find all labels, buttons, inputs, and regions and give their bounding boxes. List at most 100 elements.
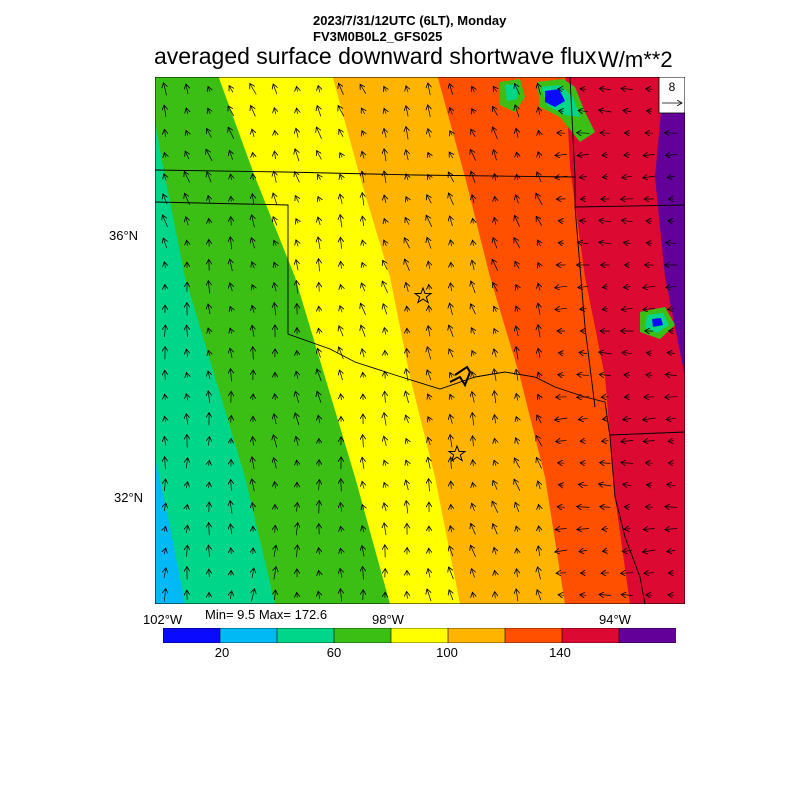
wind-vector bbox=[340, 503, 341, 512]
wind-vector bbox=[665, 529, 678, 530]
wind-vector bbox=[163, 238, 166, 249]
wind-vector bbox=[622, 176, 633, 177]
wind-vector bbox=[668, 595, 675, 596]
wind-vector bbox=[449, 84, 452, 95]
wind-vector bbox=[297, 351, 298, 356]
wind-vector bbox=[187, 545, 188, 557]
wind-vector bbox=[600, 133, 611, 134]
wind-vector bbox=[208, 545, 209, 557]
wind-vector bbox=[382, 281, 389, 294]
wind-vector bbox=[339, 83, 344, 95]
wind-vector bbox=[450, 108, 453, 115]
wind-vector bbox=[449, 193, 454, 206]
wind-vector bbox=[317, 369, 322, 382]
units-label: W/m**2 bbox=[598, 47, 673, 72]
wind-vector bbox=[229, 86, 233, 93]
wind-vector bbox=[385, 391, 386, 403]
wind-vector bbox=[318, 174, 321, 179]
wind-vector bbox=[665, 154, 677, 155]
wind-vector bbox=[252, 194, 253, 205]
wind-vector bbox=[494, 306, 497, 311]
wind-vector bbox=[274, 482, 275, 489]
wind-vector bbox=[451, 262, 452, 267]
lon-label-102w: 102°W bbox=[143, 612, 183, 627]
wind-vector bbox=[449, 325, 454, 338]
wind-vector bbox=[515, 84, 520, 95]
wind-vector bbox=[318, 415, 320, 423]
wind-vector bbox=[578, 242, 589, 244]
colorbar-tick-20: 20 bbox=[214, 645, 230, 660]
wind-vector bbox=[165, 416, 166, 422]
wind-vector bbox=[471, 171, 476, 183]
wind-vector bbox=[295, 172, 300, 183]
wind-vector bbox=[450, 216, 453, 227]
wind-vector bbox=[493, 283, 498, 292]
wind-vector bbox=[428, 153, 430, 158]
wind-vector bbox=[450, 303, 453, 315]
wind-vector bbox=[516, 285, 518, 290]
wind-vector bbox=[493, 106, 498, 116]
wind-vector bbox=[165, 325, 166, 338]
wind-vector bbox=[318, 328, 319, 334]
wind-vector bbox=[579, 550, 588, 551]
wind-vector bbox=[580, 221, 587, 222]
wind-vector bbox=[516, 438, 519, 445]
wind-vector bbox=[362, 481, 364, 489]
lat-label-32n: 32°N bbox=[114, 490, 144, 505]
wind-vector bbox=[384, 460, 386, 466]
wind-vector bbox=[558, 375, 565, 376]
wind-vector bbox=[340, 194, 342, 204]
wind-vector bbox=[252, 285, 254, 290]
wind-vector bbox=[275, 590, 276, 601]
wind-vector bbox=[665, 374, 677, 375]
wind-vector bbox=[538, 348, 540, 358]
wind-vector bbox=[538, 481, 541, 490]
wind-vector bbox=[493, 86, 496, 91]
wind-vector bbox=[449, 590, 453, 601]
wind-vector bbox=[209, 482, 210, 488]
wind-vector bbox=[360, 303, 366, 315]
wind-vector bbox=[536, 193, 543, 205]
wind-vector bbox=[384, 503, 386, 512]
wind-vector bbox=[274, 108, 275, 115]
wind-vector bbox=[362, 216, 363, 226]
wind-vector bbox=[621, 220, 633, 221]
wind-vector bbox=[296, 219, 298, 224]
wind-vector bbox=[319, 501, 320, 514]
wind-vector bbox=[231, 217, 232, 226]
wind-vector bbox=[429, 548, 430, 554]
wind-vector bbox=[384, 483, 386, 488]
wind-vector bbox=[318, 348, 321, 358]
wind-vector bbox=[646, 221, 652, 222]
wind-vector bbox=[274, 414, 276, 425]
wind-vector bbox=[668, 441, 674, 442]
wind-vector bbox=[274, 151, 275, 159]
wind-vector bbox=[643, 441, 655, 442]
wind-vector bbox=[296, 128, 298, 138]
wind-vector bbox=[599, 110, 612, 112]
wind-vector bbox=[230, 283, 233, 292]
wind-vector bbox=[516, 589, 518, 602]
wind-vector bbox=[470, 149, 477, 161]
wind-vector bbox=[407, 306, 408, 312]
wind-vector bbox=[646, 89, 653, 90]
wind-vector bbox=[295, 196, 298, 203]
wind-vector bbox=[362, 151, 364, 159]
wind-vector bbox=[495, 592, 496, 599]
wind-vector bbox=[252, 215, 255, 228]
wind-vector bbox=[316, 127, 322, 140]
wind-vector bbox=[428, 394, 431, 401]
wind-vector bbox=[471, 304, 476, 315]
wind-vector bbox=[450, 414, 453, 424]
wind-vector bbox=[165, 479, 166, 492]
wind-vector bbox=[361, 283, 364, 292]
wind-vector bbox=[427, 347, 430, 360]
wind-vector bbox=[471, 129, 475, 137]
wind-vector bbox=[646, 375, 653, 376]
wind-vector bbox=[406, 460, 408, 467]
wind-vector bbox=[428, 129, 431, 138]
wind-vector bbox=[230, 501, 232, 514]
wind-vector bbox=[231, 196, 232, 202]
wind-vector bbox=[230, 524, 232, 535]
wind-vector bbox=[577, 374, 590, 375]
